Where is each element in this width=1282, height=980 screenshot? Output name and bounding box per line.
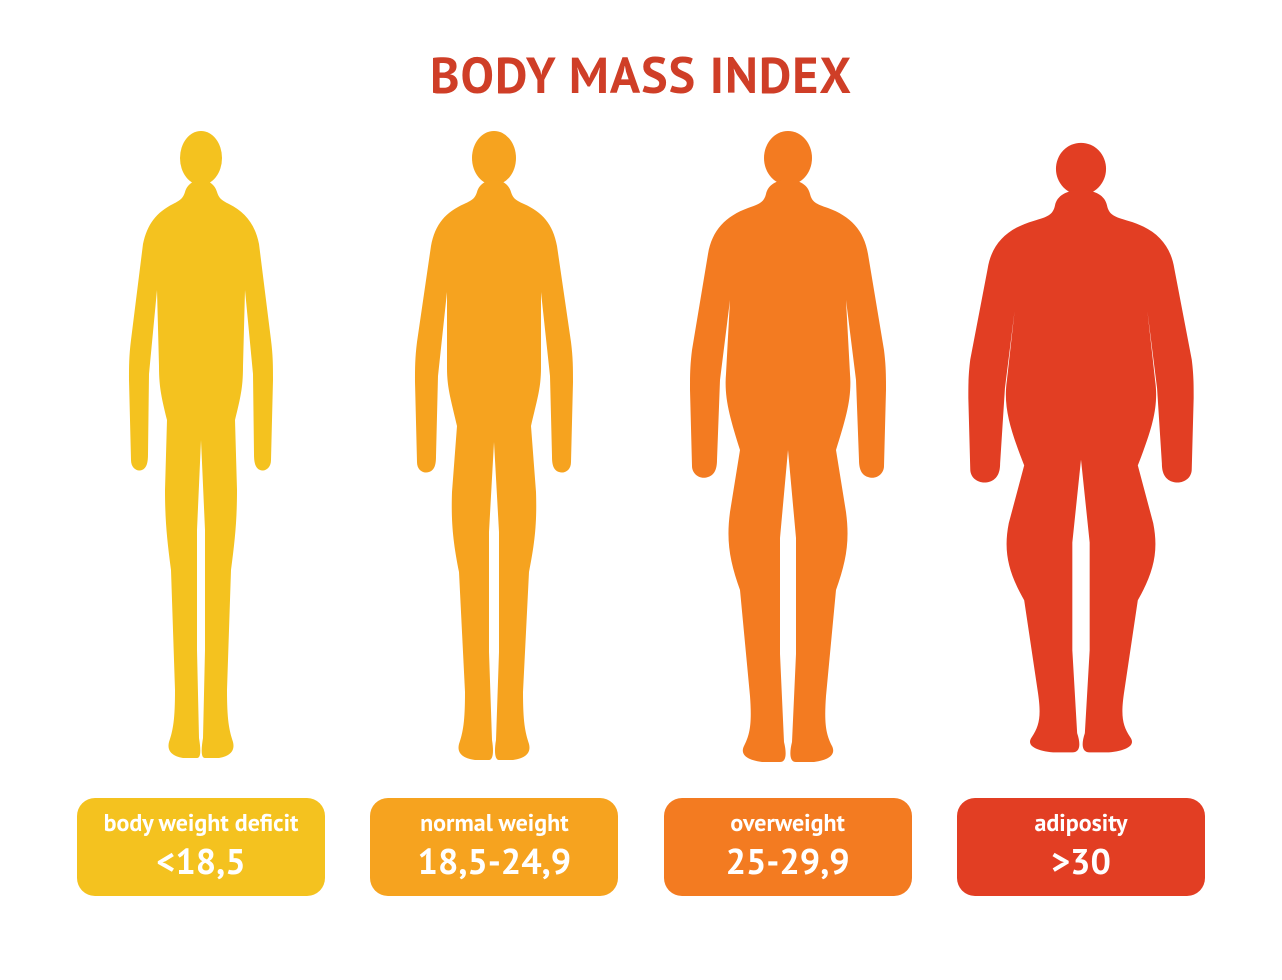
silhouette-deficit-icon — [101, 130, 301, 770]
bmi-category-label: body weight deficit — [81, 810, 321, 836]
figures-row: body weight deficit <18,5 normal weight … — [71, 130, 1211, 896]
body-silhouette-deficit — [71, 130, 331, 770]
bmi-range-value: <18,5 — [81, 840, 321, 881]
bmi-range-value: >30 — [961, 840, 1201, 881]
silhouette-adiposity-icon — [951, 130, 1211, 770]
bmi-column-deficit: body weight deficit <18,5 — [71, 130, 331, 896]
bmi-column-overweight: overweight 25-29,9 — [658, 130, 918, 896]
bmi-card-normal: normal weight 18,5-24,9 — [370, 798, 618, 896]
body-silhouette-normal — [364, 130, 624, 770]
bmi-range-value: 25-29,9 — [668, 840, 908, 881]
bmi-column-adiposity: adiposity >30 — [951, 130, 1211, 896]
bmi-category-label: overweight — [668, 810, 908, 836]
silhouette-overweight-icon — [668, 130, 908, 770]
bmi-category-label: normal weight — [374, 810, 614, 836]
bmi-card-deficit: body weight deficit <18,5 — [77, 798, 325, 896]
bmi-category-label: adiposity — [961, 810, 1201, 836]
page-title: BODY MASS INDEX — [0, 50, 1282, 100]
bmi-card-adiposity: adiposity >30 — [957, 798, 1205, 896]
bmi-range-value: 18,5-24,9 — [374, 840, 614, 881]
bmi-card-overweight: overweight 25-29,9 — [664, 798, 912, 896]
bmi-column-normal: normal weight 18,5-24,9 — [364, 130, 624, 896]
infographic-container: BODY MASS INDEX body weight deficit <18,… — [0, 0, 1282, 980]
body-silhouette-overweight — [658, 130, 918, 770]
silhouette-normal-icon — [389, 130, 599, 770]
body-silhouette-adiposity — [951, 130, 1211, 770]
